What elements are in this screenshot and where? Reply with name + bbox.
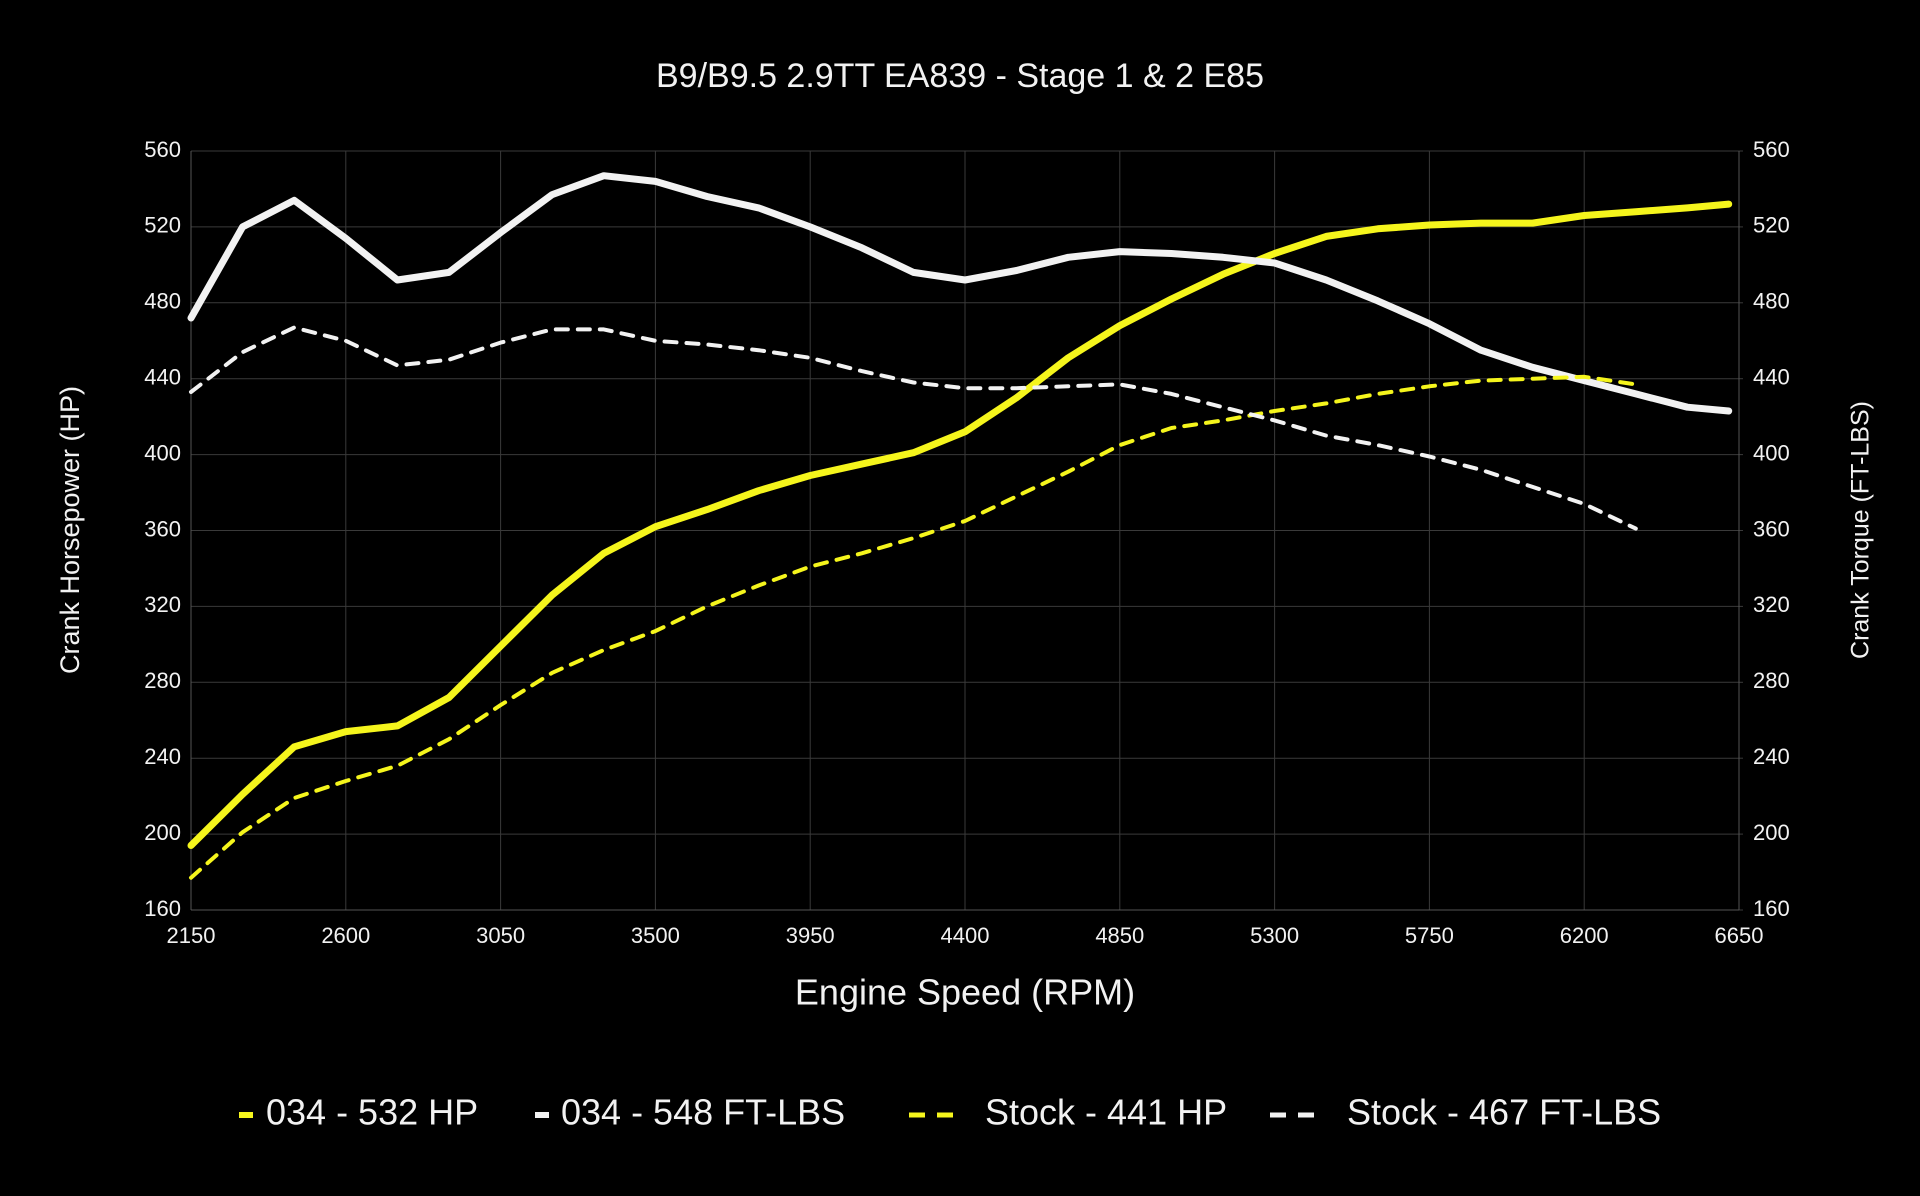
x-tick-label: 4400 xyxy=(941,923,990,948)
x-tick-label: 3950 xyxy=(786,923,835,948)
y2-tick-label: 440 xyxy=(1753,365,1790,390)
y2-tick-label: 360 xyxy=(1753,516,1790,541)
y2-tick-label: 400 xyxy=(1753,440,1790,465)
y-tick-label: 280 xyxy=(144,668,181,693)
legend-label: Stock - 467 FT-LBS xyxy=(1347,1092,1661,1133)
y-tick-label: 320 xyxy=(144,592,181,617)
y-tick-label: 160 xyxy=(144,896,181,921)
y2-tick-label: 480 xyxy=(1753,289,1790,314)
y-tick-label: 440 xyxy=(144,365,181,390)
y2-axis-label: Crank Torque (FT-LBS) xyxy=(1847,401,1875,659)
chart-title: B9/B9.5 2.9TT EA839 - Stage 1 & 2 E85 xyxy=(656,57,1264,95)
x-tick-label: 3050 xyxy=(476,923,525,948)
series-line xyxy=(187,200,1733,849)
y-tick-label: 240 xyxy=(144,744,181,769)
y-tick-label: 520 xyxy=(144,213,181,238)
x-tick-label: 5300 xyxy=(1250,923,1299,948)
x-axis-label: Engine Speed (RPM) xyxy=(795,972,1135,1013)
y-tick-label: 480 xyxy=(144,289,181,314)
y2-tick-label: 240 xyxy=(1753,744,1790,769)
x-tick-label: 5750 xyxy=(1405,923,1454,948)
y-tick-label: 400 xyxy=(144,440,181,465)
series-line xyxy=(187,172,1733,415)
x-tick-label: 6650 xyxy=(1715,923,1764,948)
y2-tick-label: 160 xyxy=(1753,896,1790,921)
y-tick-label: 360 xyxy=(144,516,181,541)
y-tick-label: 560 xyxy=(144,137,181,162)
y2-tick-label: 320 xyxy=(1753,592,1790,617)
x-tick-label: 4850 xyxy=(1095,923,1144,948)
legend-label: 034 - 548 FT-LBS xyxy=(561,1092,845,1133)
x-tick-label: 2150 xyxy=(167,923,216,948)
y2-tick-label: 200 xyxy=(1753,820,1790,845)
y2-tick-label: 280 xyxy=(1753,668,1790,693)
legend-label: Stock - 441 HP xyxy=(985,1092,1227,1133)
series-line xyxy=(189,325,1638,531)
y2-tick-label: 520 xyxy=(1753,213,1790,238)
series-line xyxy=(189,374,1638,880)
y-axis-label: Crank Horsepower (HP) xyxy=(55,386,85,674)
legend-label: 034 - 532 HP xyxy=(266,1092,478,1133)
y2-tick-label: 560 xyxy=(1753,137,1790,162)
x-tick-label: 6200 xyxy=(1560,923,1609,948)
y-tick-label: 200 xyxy=(144,820,181,845)
x-tick-label: 3500 xyxy=(631,923,680,948)
x-tick-label: 2600 xyxy=(321,923,370,948)
